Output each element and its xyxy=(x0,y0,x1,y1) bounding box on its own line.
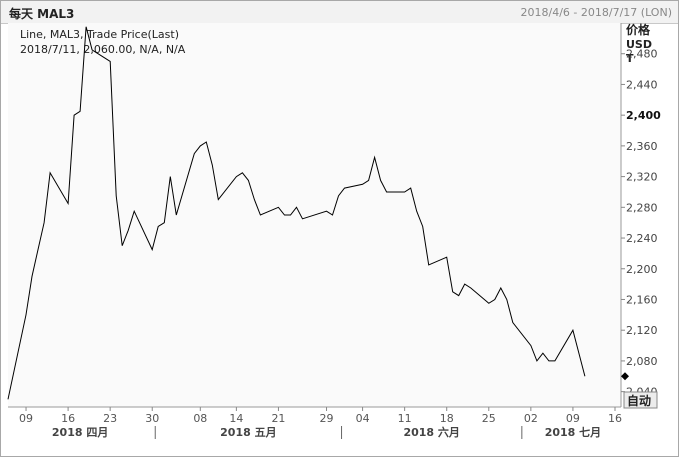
auto-scale-button-label: 自动 xyxy=(627,393,651,408)
series-layer xyxy=(7,26,629,400)
auto-scale-button[interactable] xyxy=(623,391,658,409)
x-tick-label: 23 xyxy=(103,412,117,425)
x-tick-label: 02 xyxy=(524,412,538,425)
x-tick-label: 04 xyxy=(356,412,370,425)
y-tick-label: 2,440 xyxy=(626,78,658,91)
x-tick-label: 09 xyxy=(566,412,580,425)
y-tick-label: 2,160 xyxy=(626,293,658,306)
x-tick-label: 14 xyxy=(229,412,243,425)
x-tick-label: 08 xyxy=(193,412,207,425)
month-labels: 2018 四月 2018 五月 2018 六月 2018 七月 xyxy=(52,425,601,439)
x-tick-label: 21 xyxy=(271,412,285,425)
x-tick-label: 11 xyxy=(398,412,412,425)
month-label: 2018 六月 xyxy=(403,425,459,439)
y-tick-label: 2,200 xyxy=(626,263,658,276)
y-axis-title-unit: T xyxy=(626,52,634,65)
y-axis-title-price: 价格 xyxy=(626,22,651,37)
legend-series-info: Line, MAL3, Trade Price(Last) xyxy=(20,28,179,41)
y-tick-label: 2,240 xyxy=(626,232,658,245)
y-tick-label: 2,280 xyxy=(626,201,658,214)
y-tick-label: 2,320 xyxy=(626,171,658,184)
month-label: 2018 四月 xyxy=(52,426,108,439)
x-tick-label: 25 xyxy=(482,412,496,425)
x-tick-label: 29 xyxy=(320,412,334,425)
date-range: 2018/4/6 - 2018/7/17 (LON) xyxy=(520,6,672,19)
y-tick-label: 2,480 xyxy=(626,48,658,61)
x-tick-label: 16 xyxy=(608,412,622,425)
month-label: 2018 七月 xyxy=(545,425,601,439)
month-label: 2018 五月 xyxy=(220,426,276,439)
x-axis-ticks: 09 16 23 30 08 14 21 29 04 11 18 25 02 09 16 xyxy=(19,407,622,425)
y-tick-label: 2,120 xyxy=(626,324,658,337)
x-tick-label: 16 xyxy=(61,412,75,425)
price-series-line xyxy=(7,26,586,400)
x-tick-label: 18 xyxy=(440,412,454,425)
last-price-marker xyxy=(621,372,629,381)
legend-last-value: 2018/7/11, 2,060.00, N/A, N/A xyxy=(20,43,186,56)
y-tick-label: 2,400 xyxy=(626,109,661,122)
y-axis-title-currency: USD xyxy=(626,38,652,51)
chart-title: 每天 MAL3 xyxy=(9,7,75,21)
x-tick-label: 09 xyxy=(19,412,33,425)
y-tick-label: 2,360 xyxy=(626,140,658,153)
x-tick-label: 30 xyxy=(145,412,159,425)
y-tick-label: 2,080 xyxy=(626,355,658,368)
y-axis-ticks: 2,0402,0802,1202,1602,2002,2402,2802,320… xyxy=(621,48,661,399)
